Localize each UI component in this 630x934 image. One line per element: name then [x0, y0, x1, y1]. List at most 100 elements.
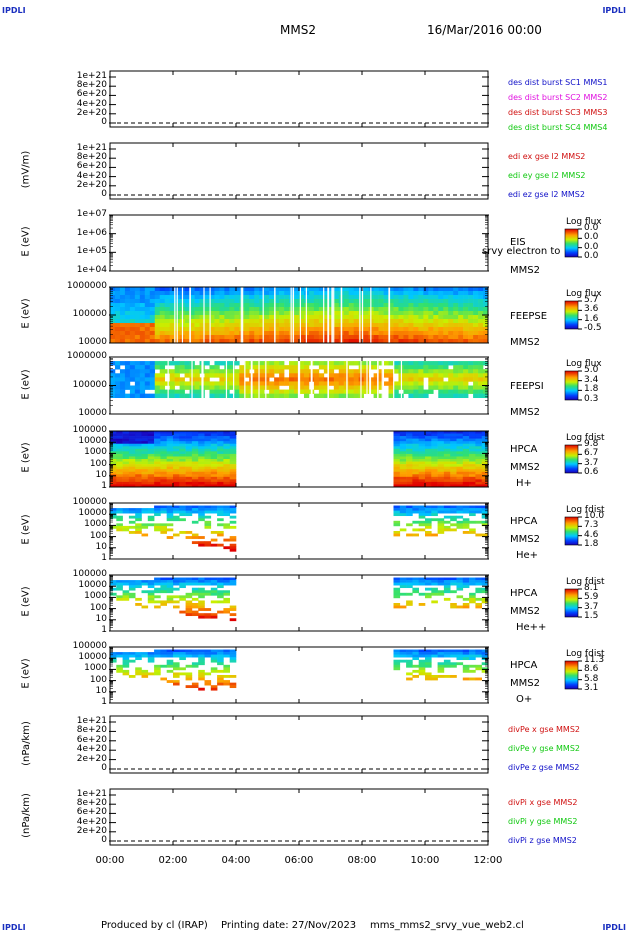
spectrogram-cell [134, 385, 141, 390]
spectrogram-cell [431, 469, 438, 473]
instrument-label: MMS2 [510, 534, 540, 545]
spectrogram-cell [473, 373, 479, 378]
spectrogram-cell [483, 327, 489, 332]
spectrogram-cell [210, 510, 218, 514]
spectrogram-cell [418, 377, 424, 382]
spectrogram-cell [210, 657, 218, 661]
spectrogram-cell [475, 474, 482, 478]
spectrogram-cell [154, 448, 161, 452]
spectrogram-cell [363, 385, 369, 390]
spectrogram-cell [249, 295, 255, 300]
spectrogram-cell [438, 339, 444, 344]
spectrogram-cell [219, 331, 225, 336]
spectrogram-cell [478, 393, 484, 399]
colorbar-title: Log fdist [566, 577, 605, 587]
spectrogram-cell [279, 319, 285, 324]
spectrogram-cell [406, 448, 413, 452]
spectrogram-cell [462, 520, 470, 524]
spectrogram-cell [154, 580, 161, 583]
spectrogram-cell [204, 303, 210, 308]
page-title: MMS2 [280, 23, 316, 37]
spectrogram-cell [229, 675, 237, 678]
spectrogram-cell [478, 315, 484, 320]
spectrogram-cell [353, 295, 359, 300]
spectrogram-cell [110, 323, 116, 328]
spectrogram-cell [393, 438, 401, 442]
spectrogram-cell [147, 469, 155, 473]
spectrogram-cell [166, 585, 174, 589]
spectrogram-cell [129, 389, 136, 394]
spectrogram-cell [124, 335, 131, 340]
spectrogram-cell [173, 436, 180, 439]
spectrogram-cell [398, 303, 404, 308]
spectrogram-cell [122, 456, 130, 460]
spectrogram-cell [481, 523, 489, 527]
spectrogram-cell [154, 649, 161, 653]
spectrogram-cell [463, 307, 469, 312]
spectrogram-cell [368, 389, 374, 394]
spectrogram-cell [393, 595, 401, 599]
spectrogram-cell [348, 327, 355, 332]
spectrogram-cell [399, 481, 407, 485]
spectrogram-cell [179, 597, 186, 601]
spectrogram-cell [413, 381, 419, 386]
spectrogram-cell [122, 466, 130, 470]
spectrogram-cell [134, 287, 141, 292]
spectrogram-cell [475, 520, 482, 524]
spectrogram-cell [348, 303, 355, 308]
spectrogram-cell [149, 369, 156, 374]
spectrogram-cell [425, 654, 432, 658]
spectrogram-cell [393, 459, 401, 462]
spectrogram-cell [412, 446, 419, 450]
spectrogram-cell [431, 471, 438, 475]
spectrogram-cell [437, 479, 445, 483]
spectrogram-cell [438, 307, 444, 312]
spectrogram-cell [406, 459, 413, 462]
spectrogram-cell [154, 508, 161, 511]
spectrogram-cell [450, 459, 457, 462]
spectrogram-cell [110, 393, 116, 399]
spectrogram-cell [269, 393, 275, 399]
y-tick-label: 4e+20 [76, 816, 107, 827]
spectrogram-cell [198, 513, 205, 517]
spectrogram-cell [418, 393, 424, 399]
spectrogram-cell [450, 443, 457, 447]
spectrogram-cell [219, 307, 225, 312]
spectrogram-cell [223, 538, 230, 542]
spectrogram-cell [333, 307, 340, 312]
spectrogram-cell [154, 373, 161, 378]
spectrogram-cell [223, 590, 230, 594]
spectrogram-cell [406, 481, 413, 485]
spectrogram-cell [217, 456, 224, 460]
spectrogram-cell [453, 287, 459, 292]
spectrogram-cell [204, 654, 212, 658]
spectrogram-cell [443, 484, 451, 488]
spectrogram-cell [159, 299, 166, 304]
spectrogram-cell [135, 508, 142, 511]
spectrogram-cell [456, 469, 464, 473]
spectrogram-cell [462, 464, 470, 467]
spectrogram-cell [264, 327, 270, 332]
spectrogram-cell [122, 471, 130, 475]
spectrogram-cell [433, 327, 439, 332]
spectrogram-cell [348, 319, 355, 324]
spectrogram-cell [412, 484, 419, 488]
spectrogram-cell [468, 385, 474, 390]
spectrogram-cell [418, 287, 424, 292]
spectrogram-cell [388, 315, 394, 320]
spectrogram-cell [169, 327, 175, 332]
spectrogram-cell [373, 307, 379, 312]
y-tick-label: 100000 [72, 425, 107, 435]
spectrogram-cell [229, 510, 237, 514]
spectrogram-cell [198, 431, 205, 434]
spectrogram-cell [110, 580, 117, 583]
spectrogram-cell [469, 456, 476, 460]
spectrogram-cell [418, 667, 426, 671]
spectrogram-cell [299, 335, 305, 340]
spectrogram-cell [229, 515, 237, 519]
spectrogram-cell [154, 453, 161, 457]
spectrogram-cell [219, 385, 225, 390]
spectrogram-cell [198, 505, 205, 509]
spectrogram-cell [234, 361, 240, 366]
spectrogram-cell [217, 484, 224, 488]
